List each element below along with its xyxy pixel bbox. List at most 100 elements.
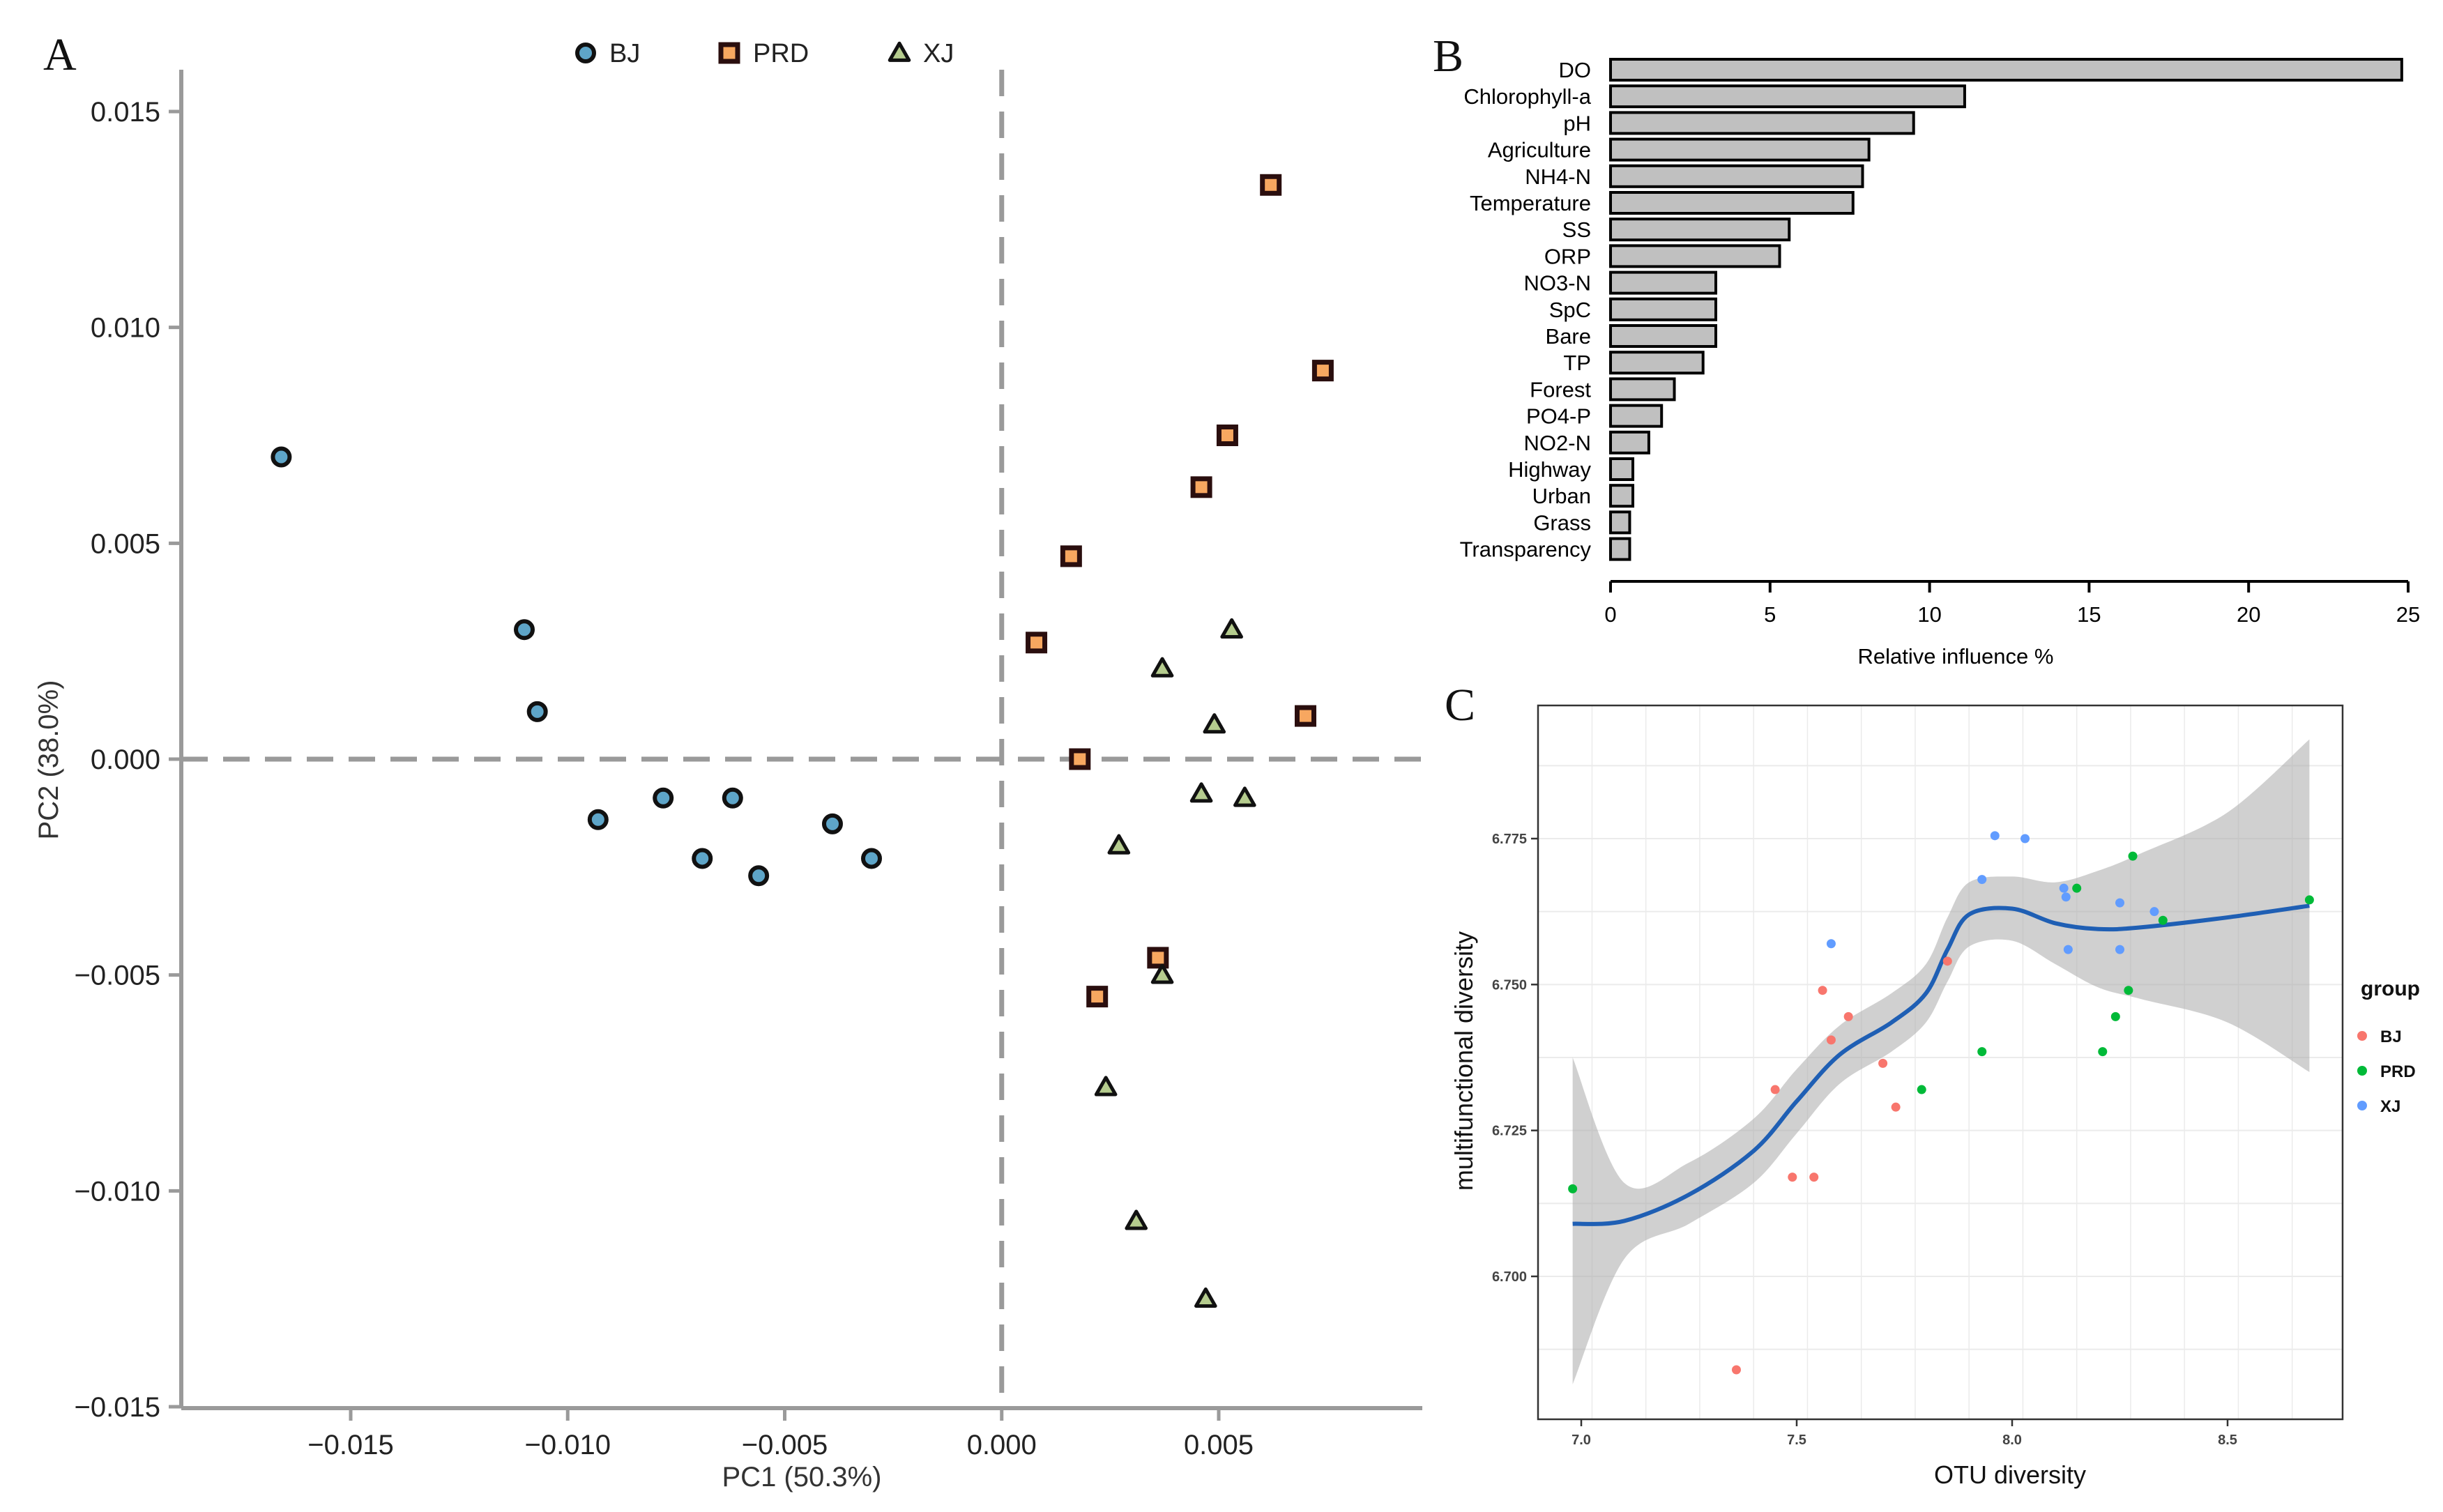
- pca-legend: BJ PRD XJ: [575, 39, 954, 68]
- smooth-confidence-band: [1572, 739, 2310, 1384]
- influence-bar: [1609, 510, 1631, 535]
- pca-point-bj: [821, 813, 843, 834]
- diversity-legend-title: group: [2361, 977, 2420, 1000]
- pca-point-bj: [653, 787, 674, 809]
- pca-point-bj: [514, 619, 535, 641]
- diversity-y-tick-label: 6.725: [1492, 1124, 1527, 1139]
- panel-label-a: A: [43, 29, 77, 80]
- pca-y-tick-label: −0.010: [75, 1176, 160, 1207]
- influence-bar: [1609, 137, 1871, 162]
- diversity-point-xj: [2115, 898, 2124, 908]
- influence-tick-label: 20: [2237, 602, 2260, 627]
- influence-category-label: NO2-N: [1524, 431, 1591, 455]
- pca-point-xj: [1220, 618, 1243, 639]
- influence-category-label: Forest: [1530, 377, 1591, 402]
- diversity-x-axis-label: OTU diversity: [1934, 1460, 2086, 1489]
- pca-legend-label-prd: PRD: [753, 39, 809, 68]
- diversity-y-tick-label: 6.700: [1492, 1269, 1527, 1285]
- diversity-point-bj: [1878, 1058, 1888, 1068]
- pca-point-bj: [748, 865, 770, 887]
- pca-x-tick-label: 0.000: [967, 1430, 1037, 1460]
- pca-point-xj: [1150, 657, 1174, 678]
- diversity-point-bj: [1843, 1011, 1853, 1021]
- diversity-point-bj: [1826, 1035, 1836, 1045]
- pca-legend-marker-prd: [718, 42, 740, 64]
- pca-point-bj: [692, 848, 713, 869]
- diversity-axes: 7.0 7.5 8.0 8.5 6.700 6.725 6.750 6.775: [1492, 704, 2344, 1448]
- influence-category-label: PO4-P: [1526, 404, 1591, 429]
- influence-category-label: Highway: [1508, 457, 1591, 482]
- pca-legend-marker-bj: [575, 43, 596, 63]
- influence-bar: [1609, 537, 1631, 561]
- pca-points: [271, 174, 1334, 1308]
- diversity-legend: group BJ PRD XJ: [2357, 977, 2420, 1116]
- diversity-points: [1568, 831, 2314, 1375]
- diversity-x-tick-label: 8.0: [2002, 1433, 2022, 1448]
- diversity-point-xj: [2059, 883, 2069, 893]
- influence-category-label: DO: [1559, 58, 1592, 82]
- influence-x-axis: 0 5 10 15 20 25: [1604, 580, 2420, 627]
- diversity-legend-marker-bj: [2357, 1031, 2367, 1041]
- diversity-y-tick-label: 6.750: [1492, 977, 1527, 993]
- pca-point-prd: [1295, 705, 1316, 727]
- pca-point-prd: [1311, 360, 1334, 382]
- pca-axes: −0.015 −0.010 −0.005 0.000 0.005 0.015 0.010 0.…: [75, 70, 1422, 1460]
- diversity-legend-label-bj: BJ: [2380, 1028, 2402, 1046]
- diversity-point-prd: [2124, 986, 2133, 995]
- pca-point-bj: [587, 809, 609, 830]
- influence-bar: [1609, 351, 1705, 375]
- pca-y-axis-label: PC2 (38.0%): [33, 680, 64, 840]
- pca-point-prd: [1260, 174, 1282, 196]
- pca-legend-label-xj: XJ: [923, 39, 954, 68]
- pca-point-bj: [861, 848, 882, 869]
- influence-category-label: Transparency: [1460, 537, 1592, 562]
- influence-category-label: Temperature: [1470, 191, 1591, 215]
- influence-category-label: ORP: [1544, 244, 1591, 268]
- pca-point-prd: [1060, 545, 1082, 567]
- diversity-point-prd: [2128, 851, 2138, 861]
- diversity-point-xj: [2063, 945, 2073, 954]
- pca-point-prd: [1069, 748, 1091, 770]
- pca-point-bj: [271, 446, 292, 468]
- pca-point-xj: [1107, 834, 1131, 855]
- diversity-y-tick-label: 6.775: [1492, 832, 1527, 847]
- diversity-legend-label-xj: XJ: [2380, 1097, 2400, 1116]
- influence-category-label: Grass: [1533, 510, 1591, 535]
- influence-tick-label: 10: [1917, 602, 1941, 627]
- diversity-legend-label-prd: PRD: [2380, 1062, 2416, 1081]
- diversity-point-prd: [1568, 1184, 1578, 1193]
- pca-point-xj: [1203, 713, 1226, 734]
- diversity-point-prd: [2304, 895, 2314, 905]
- smooth-trend-line: [1572, 903, 2310, 1226]
- influence-category-label: pH: [1563, 111, 1591, 135]
- diversity-grid: [1537, 705, 2343, 1419]
- pca-y-tick-label: 0.000: [91, 744, 160, 775]
- pca-x-tick-label: −0.005: [742, 1430, 828, 1460]
- influence-category-label: Urban: [1532, 484, 1591, 508]
- pca-point-xj: [1125, 1209, 1148, 1230]
- pca-legend-marker-xj: [888, 41, 911, 62]
- influence-bar: [1609, 430, 1650, 455]
- influence-category-label: Chlorophyll-a: [1463, 84, 1591, 109]
- influence-category-label: TP: [1563, 351, 1591, 375]
- pca-point-prd: [1086, 986, 1109, 1008]
- diversity-point-bj: [1818, 986, 1827, 995]
- pca-y-tick-label: −0.005: [75, 961, 160, 991]
- influence-tick-label: 5: [1764, 602, 1776, 627]
- diversity-x-tick-label: 7.0: [1571, 1433, 1591, 1448]
- panel-label-b: B: [1433, 31, 1463, 82]
- influence-bar: [1609, 84, 1966, 109]
- influence-bar: [1609, 217, 1791, 242]
- diversity-point-prd: [2098, 1047, 2108, 1057]
- pca-y-tick-label: 0.015: [91, 97, 160, 128]
- diversity-point-prd: [1917, 1085, 1926, 1094]
- pca-point-xj: [1094, 1076, 1118, 1097]
- diversity-point-xj: [2149, 907, 2159, 917]
- influence-category-label: SpC: [1549, 298, 1591, 322]
- pca-point-xj: [1189, 782, 1213, 803]
- influence-bar: [1609, 457, 1635, 481]
- diversity-scatter-panel: 7.0 7.5 8.0 8.5 6.700 6.725 6.750 6.775 group BJ…: [1449, 704, 2420, 1489]
